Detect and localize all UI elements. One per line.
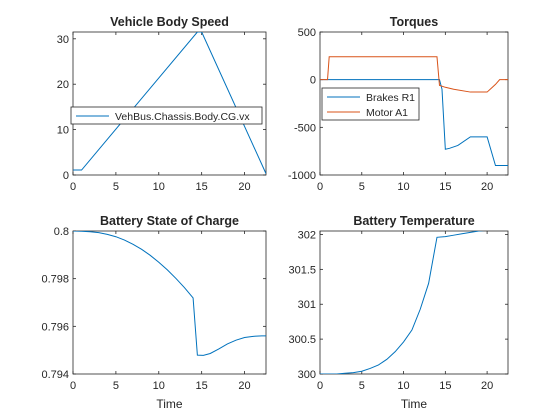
y-tick-label: 0.794 [41,369,69,381]
chart-panel-2: 0 5 10 15 20 -1000 -500 0 500 Torques Brakes R1 Mot… [288,15,509,193]
y-tick-label: 0.798 [41,274,69,286]
chart-title: Vehicle Body Speed [110,15,229,29]
legend-entry: VehBus.Chassis.Body.CG.vx [115,111,250,123]
legend-box [321,87,420,121]
series-line-1 [320,231,485,374]
legend: VehBus.Chassis.Body.CG.vx [70,106,263,125]
y-tick-label: 20 [57,79,69,91]
y-tick-label: 10 [57,125,69,137]
chart-panel-3: 0 5 10 15 20 0.794 0.796 0.798 0.8 Battery State … [41,214,267,411]
x-axis-label: Time [156,397,183,411]
x-tick-label: 0 [70,181,76,193]
x-tick-label: 20 [238,181,250,193]
axes-box [72,230,267,375]
y-tick-label: 0 [310,75,316,87]
y-tick-label: 500 [298,27,316,39]
y-tick-label: 302 [298,229,316,241]
chart-panel-4: 0 5 10 15 20 300 300.5 301 301.5 302 Battery Tempe… [288,214,509,411]
chart-title: Battery State of Charge [100,214,239,228]
x-tick-label: 10 [397,181,409,193]
axes-box [319,230,509,375]
chart-title: Torques [390,15,438,29]
x-tick-label: 10 [397,380,409,392]
y-tick-label: 301 [298,299,316,311]
legend-entry: Motor A1 [366,107,408,119]
legend: Brakes R1 Motor A1 [321,87,420,121]
y-tick-label: -1000 [288,170,316,182]
legend-box [70,106,263,125]
x-tick-label: 15 [439,380,451,392]
y-tick-label: 0 [63,170,69,182]
x-tick-label: 5 [113,380,119,392]
series-line-vehbus-chassis-body-cg-vx [73,32,266,174]
x-tick-label: 0 [317,380,323,392]
x-tick-label: 20 [481,181,493,193]
chart-title: Battery Temperature [353,214,474,228]
x-tick-label: 20 [481,380,493,392]
y-tick-label: 300.5 [288,334,316,346]
chart-panel-1: 0 5 10 15 20 0 10 20 30 Vehicle Body Speed VehBus.… [57,15,267,193]
legend-entry: Brakes R1 [366,92,415,104]
y-tick-label: 0.796 [41,321,69,333]
y-tick-label: 0.8 [54,226,69,238]
series-line-motor-a1 [320,56,508,93]
x-tick-label: 0 [70,380,76,392]
x-tick-label: 20 [238,380,250,392]
y-tick-label: -500 [294,122,316,134]
series-line-1 [73,231,266,356]
x-tick-label: 5 [359,181,365,193]
x-axis-label: Time [401,397,428,411]
x-tick-label: 5 [113,181,119,193]
series-line-brakes-r1 [320,79,508,166]
y-tick-label: 300 [298,369,316,381]
x-tick-label: 5 [359,380,365,392]
x-tick-label: 15 [439,181,451,193]
y-tick-label: 301.5 [288,264,316,276]
x-tick-label: 10 [153,380,165,392]
x-tick-label: 0 [317,181,323,193]
x-tick-label: 10 [153,181,165,193]
x-tick-label: 15 [196,181,208,193]
axes-box [72,31,267,176]
y-tick-label: 30 [57,34,69,46]
x-tick-label: 15 [196,380,208,392]
